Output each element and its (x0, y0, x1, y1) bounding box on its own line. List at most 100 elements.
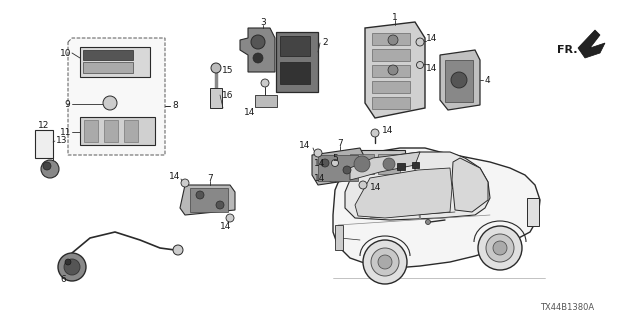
Circle shape (451, 72, 467, 88)
Text: 7: 7 (207, 173, 213, 182)
Text: 12: 12 (38, 121, 50, 130)
Circle shape (251, 35, 265, 49)
Text: 11: 11 (60, 127, 71, 137)
Bar (255, 95, 277, 107)
Text: 13: 13 (56, 135, 67, 145)
Circle shape (359, 181, 367, 189)
Circle shape (371, 129, 379, 137)
Polygon shape (350, 152, 420, 180)
Circle shape (378, 255, 392, 269)
Polygon shape (312, 148, 365, 185)
Text: 1: 1 (392, 12, 398, 21)
Circle shape (216, 201, 224, 209)
Circle shape (41, 160, 59, 178)
Text: 15: 15 (222, 66, 234, 75)
Circle shape (343, 166, 351, 174)
Bar (445, 60, 473, 102)
Bar (412, 162, 419, 168)
Bar (80, 47, 150, 77)
Bar (350, 154, 374, 174)
Polygon shape (452, 158, 488, 212)
Bar (35, 130, 53, 158)
Text: 2: 2 (322, 37, 328, 46)
Text: 4: 4 (485, 76, 491, 84)
Circle shape (417, 61, 424, 68)
Circle shape (196, 191, 204, 199)
Circle shape (261, 79, 269, 87)
Polygon shape (355, 168, 452, 218)
Polygon shape (240, 28, 275, 72)
Polygon shape (333, 148, 540, 268)
Circle shape (363, 240, 407, 284)
Circle shape (478, 226, 522, 270)
Text: 14: 14 (426, 63, 437, 73)
Bar (527, 198, 539, 226)
Circle shape (354, 156, 370, 172)
Text: 6: 6 (60, 275, 66, 284)
Polygon shape (578, 30, 605, 58)
Circle shape (181, 179, 189, 187)
Circle shape (371, 248, 399, 276)
Text: 14: 14 (299, 140, 310, 149)
Circle shape (383, 158, 395, 170)
Text: TX44B1380A: TX44B1380A (540, 303, 594, 313)
Circle shape (388, 65, 398, 75)
Bar (335, 225, 343, 250)
Polygon shape (365, 22, 425, 118)
Text: 10: 10 (60, 49, 71, 58)
Circle shape (65, 259, 71, 265)
Text: 14: 14 (370, 182, 381, 191)
Text: 3: 3 (260, 18, 266, 27)
Circle shape (321, 159, 329, 167)
Bar (280, 36, 310, 56)
Bar (104, 120, 118, 142)
Bar (372, 49, 410, 61)
Circle shape (332, 159, 339, 166)
Circle shape (211, 63, 221, 73)
Bar (372, 97, 410, 109)
Polygon shape (68, 38, 165, 155)
Bar (318, 155, 358, 181)
Circle shape (388, 35, 398, 45)
Circle shape (43, 162, 51, 170)
Bar (210, 88, 222, 108)
Text: FR.: FR. (557, 45, 577, 55)
Bar (378, 154, 400, 174)
Circle shape (173, 245, 183, 255)
Text: 9: 9 (64, 100, 70, 108)
Text: 7: 7 (337, 139, 343, 148)
Bar (190, 188, 228, 212)
Bar (345, 150, 405, 178)
Text: 8: 8 (172, 100, 178, 109)
Text: 14: 14 (382, 125, 394, 134)
Circle shape (493, 241, 507, 255)
Circle shape (328, 173, 337, 182)
Bar (397, 163, 405, 170)
Circle shape (416, 38, 424, 46)
Circle shape (58, 253, 86, 281)
Bar (83, 62, 133, 73)
Circle shape (486, 234, 514, 262)
Bar (372, 65, 410, 77)
Text: 14: 14 (314, 158, 325, 167)
Text: 14: 14 (314, 173, 325, 182)
Bar (276, 32, 318, 92)
Bar (80, 117, 155, 145)
Polygon shape (440, 50, 480, 110)
Bar (372, 33, 410, 45)
Text: 16: 16 (222, 91, 234, 100)
Circle shape (226, 214, 234, 222)
Text: 14: 14 (426, 34, 437, 43)
Circle shape (103, 96, 117, 110)
Bar (124, 120, 138, 142)
Bar (372, 81, 410, 93)
Circle shape (426, 220, 431, 225)
Text: 14: 14 (244, 108, 256, 116)
Text: 14: 14 (220, 221, 232, 230)
Bar (83, 50, 133, 60)
Text: 14: 14 (168, 172, 180, 180)
Text: 5: 5 (332, 154, 338, 163)
Bar (280, 62, 310, 84)
Circle shape (64, 259, 80, 275)
Circle shape (314, 149, 322, 157)
